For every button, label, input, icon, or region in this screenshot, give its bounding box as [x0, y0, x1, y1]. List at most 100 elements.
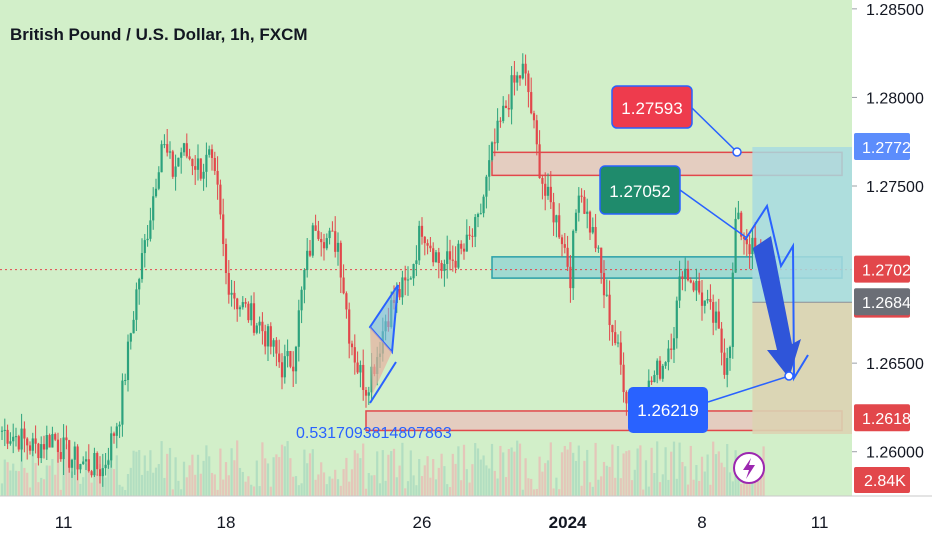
candle-body — [9, 441, 12, 444]
candle-body — [166, 144, 169, 153]
candle-body — [342, 277, 345, 294]
volume-bar — [560, 452, 564, 496]
candle — [23, 421, 26, 453]
time-axis-panel[interactable] — [0, 496, 932, 550]
short-position-tool[interactable] — [752, 147, 852, 434]
candle-body — [308, 250, 312, 256]
callout-mid[interactable]: 1.27052 — [599, 165, 681, 215]
candle-body — [143, 240, 146, 254]
candle-body — [199, 158, 202, 179]
volume-bar — [412, 475, 415, 496]
candle — [28, 441, 32, 455]
candle — [224, 238, 228, 285]
volume-bar — [549, 442, 552, 496]
volume-bar — [182, 461, 186, 496]
volume-bar — [488, 468, 491, 496]
time-tick-label: 8 — [697, 513, 706, 532]
candle-body — [98, 469, 102, 477]
volume-bar — [392, 448, 396, 496]
fib-ratio-label: 0.5317093814807863 — [296, 425, 452, 442]
candle-body — [76, 446, 79, 470]
candle — [672, 327, 676, 364]
candle — [502, 96, 505, 124]
volume-bar — [233, 460, 236, 496]
candle-body — [222, 214, 225, 245]
volume-bar — [306, 463, 309, 496]
candle-body — [398, 289, 401, 298]
candle-body — [138, 279, 141, 290]
callout-lower-label: 1.26219 — [637, 401, 698, 420]
candle — [297, 299, 300, 362]
candle-body — [499, 120, 502, 122]
projected-path[interactable] — [744, 203, 809, 382]
candle-body — [720, 328, 723, 353]
volume-bar — [429, 477, 432, 496]
price-badge: 1.27028 — [854, 255, 920, 283]
candle-body — [294, 346, 298, 372]
candle-body — [87, 459, 90, 472]
candle-body — [350, 343, 354, 348]
candle-body — [555, 215, 558, 223]
volume-bar — [269, 486, 272, 496]
candle-body — [345, 293, 348, 310]
candle — [121, 373, 124, 437]
volume-bar — [577, 445, 580, 496]
candle-body — [608, 294, 611, 326]
candle — [712, 294, 715, 336]
callout-mid-connector — [679, 189, 748, 239]
volume-bar — [174, 457, 177, 496]
candle-body — [672, 338, 676, 350]
candle — [185, 133, 188, 159]
candle — [236, 297, 239, 322]
candle — [468, 226, 471, 240]
volume-bar — [670, 451, 673, 496]
candle-body — [238, 307, 242, 310]
callout-lower-box — [628, 387, 708, 433]
candle-body — [194, 166, 197, 170]
volume-bar — [56, 441, 60, 496]
volume-bar — [572, 452, 575, 496]
candle-body — [717, 311, 720, 329]
callout-upper[interactable]: 1.27593 — [611, 85, 693, 129]
candle — [213, 151, 216, 175]
lightning-icon[interactable] — [733, 452, 765, 484]
drawing-annotations[interactable] — [368, 107, 809, 404]
candle-body — [3, 429, 6, 431]
volume-bar — [345, 457, 348, 496]
volume-bar — [342, 469, 345, 496]
candle-body — [454, 260, 457, 268]
price-badge-bg — [854, 255, 910, 283]
candle-body — [686, 268, 690, 281]
volume-bar — [507, 449, 510, 496]
candle — [339, 240, 342, 294]
candle — [404, 265, 407, 296]
volume-bar — [460, 480, 463, 496]
down-arrow[interactable] — [753, 236, 801, 378]
callout-upper-box — [611, 85, 693, 129]
candle — [126, 334, 130, 392]
candle-body — [353, 347, 356, 363]
candle — [275, 337, 278, 367]
candle-body — [625, 392, 628, 404]
volume-bar — [608, 466, 611, 496]
candle-body — [325, 238, 328, 249]
candle — [247, 301, 250, 323]
volume-bar — [642, 489, 645, 496]
candle — [68, 439, 71, 473]
candle-body — [6, 429, 9, 444]
candle — [737, 200, 740, 220]
candle — [342, 264, 345, 295]
volume-bar — [6, 462, 9, 496]
volume-bar — [619, 478, 622, 496]
volume-bar — [695, 465, 698, 496]
candle-body — [185, 143, 188, 157]
candle — [331, 221, 334, 232]
candle-body — [474, 217, 477, 237]
volume-bar — [591, 486, 594, 496]
volume-bar — [303, 449, 306, 496]
callout-lower[interactable]: 1.26219 — [628, 387, 708, 433]
candle-body — [367, 392, 370, 396]
candle-body — [272, 340, 275, 347]
candle — [278, 339, 281, 368]
